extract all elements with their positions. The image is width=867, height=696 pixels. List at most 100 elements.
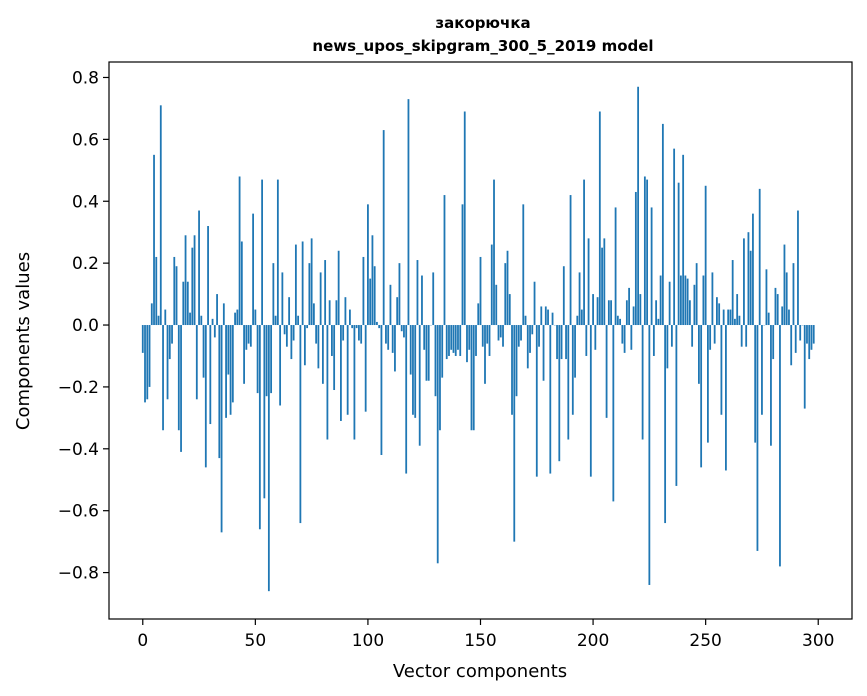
bar-120 <box>412 325 414 415</box>
bar-87 <box>337 250 340 326</box>
bar-109 <box>387 325 390 350</box>
bar-215 <box>625 300 628 326</box>
bar-134 <box>443 195 446 326</box>
bar-248 <box>700 325 703 468</box>
bar-241 <box>684 275 687 326</box>
bar-273 <box>756 325 759 551</box>
bar-82 <box>326 325 329 440</box>
bar-40 <box>231 325 234 403</box>
bar-53 <box>261 179 263 326</box>
bar-62 <box>281 272 284 326</box>
bar-141 <box>459 325 462 356</box>
chart-subtitle: news_upos_skipgram_300_5_2019 model <box>312 37 653 55</box>
bar-92 <box>349 309 351 326</box>
bar-13 <box>171 325 173 344</box>
bars-group <box>141 86 815 592</box>
bar-190 <box>569 195 572 326</box>
y-tick-label-0: −0.8 <box>58 564 99 584</box>
bar-84 <box>331 325 333 356</box>
bar-223 <box>643 176 646 326</box>
bar-7 <box>157 315 160 326</box>
bar-91 <box>346 325 349 415</box>
bar-232 <box>664 325 667 524</box>
bar-48 <box>249 325 252 347</box>
bar-176 <box>538 325 540 347</box>
bar-57 <box>270 325 273 394</box>
bar-38 <box>227 325 230 375</box>
bar-160 <box>502 325 504 347</box>
bar-151 <box>481 325 484 347</box>
bar-270 <box>749 250 752 326</box>
bar-253 <box>711 272 714 326</box>
bar-252 <box>709 325 712 350</box>
bar-285 <box>783 244 786 326</box>
bar-154 <box>488 325 491 356</box>
bar-100 <box>367 204 369 326</box>
bar-19 <box>184 235 187 326</box>
bar-194 <box>578 272 581 326</box>
bar-58 <box>272 263 275 326</box>
bar-77 <box>315 325 318 344</box>
bar-208 <box>610 300 612 326</box>
y-axis-label: Components values <box>13 252 34 430</box>
bar-168 <box>520 325 522 341</box>
bar-251 <box>707 325 709 443</box>
bar-65 <box>288 297 291 326</box>
bar-21 <box>189 312 191 326</box>
bar-245 <box>693 284 696 326</box>
x-tick-label-0: 0 <box>137 631 148 651</box>
bar-31 <box>211 318 214 326</box>
bar-234 <box>668 281 671 326</box>
y-tick-label-6: 0.4 <box>72 192 99 212</box>
bar-115 <box>400 325 403 332</box>
bar-143 <box>463 111 466 326</box>
bar-124 <box>421 275 423 326</box>
bar-36 <box>222 303 225 326</box>
bar-296 <box>808 325 811 360</box>
bar-255 <box>716 297 718 326</box>
bar-59 <box>274 315 277 326</box>
bar-131 <box>436 325 439 564</box>
bar-3 <box>148 325 151 387</box>
bar-137 <box>450 325 453 350</box>
bar-267 <box>743 238 745 326</box>
bar-23 <box>193 235 196 326</box>
bar-72 <box>303 325 306 366</box>
bar-286 <box>785 272 788 326</box>
x-axis-label: Vector components <box>393 661 567 682</box>
bar-108 <box>385 325 387 344</box>
bar-213 <box>621 325 624 344</box>
bar-79 <box>319 272 322 326</box>
bar-185 <box>558 325 561 462</box>
bar-271 <box>752 213 754 326</box>
bar-17 <box>180 325 182 452</box>
bar-200 <box>592 294 594 326</box>
bar-30 <box>209 325 212 425</box>
bar-294 <box>803 325 806 409</box>
bar-35 <box>220 325 223 533</box>
bar-80 <box>321 325 324 384</box>
bar-227 <box>652 325 655 356</box>
bar-288 <box>790 325 793 366</box>
bar-29 <box>207 226 209 326</box>
bar-225 <box>648 325 651 585</box>
bar-199 <box>589 325 592 477</box>
y-tick-label-4: 0.0 <box>72 316 99 336</box>
bar-191 <box>571 325 574 415</box>
bar-26 <box>200 315 203 326</box>
bar-12 <box>168 325 171 360</box>
bar-133 <box>441 325 444 378</box>
bar-268 <box>745 325 748 347</box>
bar-0 <box>141 325 144 353</box>
bar-218 <box>632 306 635 326</box>
x-tick-label-100: 100 <box>352 631 384 651</box>
bar-209 <box>612 325 615 502</box>
bar-169 <box>522 204 525 326</box>
bar-174 <box>533 281 536 326</box>
bar-257 <box>720 325 723 415</box>
bar-20 <box>186 281 189 326</box>
bar-44 <box>240 241 243 326</box>
bar-51 <box>256 325 259 394</box>
bar-173 <box>531 325 534 335</box>
